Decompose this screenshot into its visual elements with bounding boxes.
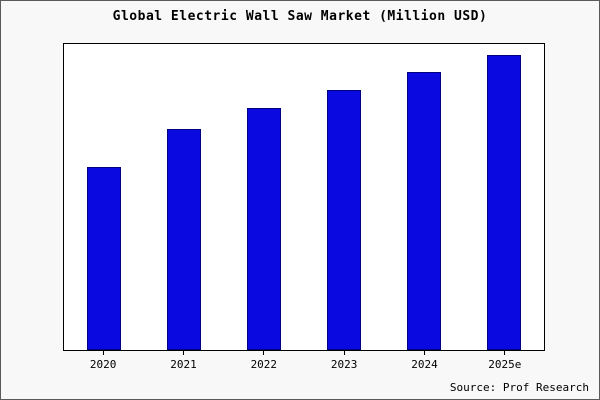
x-tick [102, 351, 104, 355]
x-tick [263, 351, 265, 355]
bar-cell [464, 44, 544, 350]
x-label-cell: 2021 [143, 351, 223, 377]
x-axis-label: 2025e [488, 358, 522, 371]
plot-area [63, 43, 545, 351]
bar-2020 [87, 166, 121, 350]
bar-cell [144, 44, 224, 350]
x-label-cell: 2020 [63, 351, 143, 377]
x-axis-label: 2022 [250, 358, 278, 371]
x-axis-label: 2021 [170, 358, 197, 371]
bar-cell [224, 44, 304, 350]
x-label-cell: 2024 [384, 351, 464, 377]
x-label-cell: 2025e [465, 351, 545, 377]
x-tick [182, 351, 184, 355]
x-tick [504, 351, 506, 355]
x-axis-label: 2023 [330, 358, 358, 371]
chart-title: Global Electric Wall Saw Market (Million… [112, 9, 488, 24]
bar-2025e [487, 54, 521, 350]
bar-cell [304, 44, 384, 350]
bar-2024 [407, 72, 441, 350]
x-labels: 2020 2021 2022 2023 2024 2025e [63, 351, 545, 377]
x-label-cell: 2022 [224, 351, 304, 377]
bar-2022 [247, 107, 281, 350]
bar-2021 [167, 128, 201, 350]
x-tick [343, 351, 345, 355]
x-axis-label: 2020 [89, 358, 117, 371]
bar-cell [64, 44, 144, 350]
x-axis-label: 2024 [411, 358, 438, 371]
bar-cell [384, 44, 464, 350]
x-tick [423, 351, 425, 355]
source-attribution: Source: Prof Research [449, 381, 589, 394]
bars [64, 44, 544, 350]
bar-2023 [327, 90, 361, 350]
x-label-cell: 2023 [304, 351, 384, 377]
